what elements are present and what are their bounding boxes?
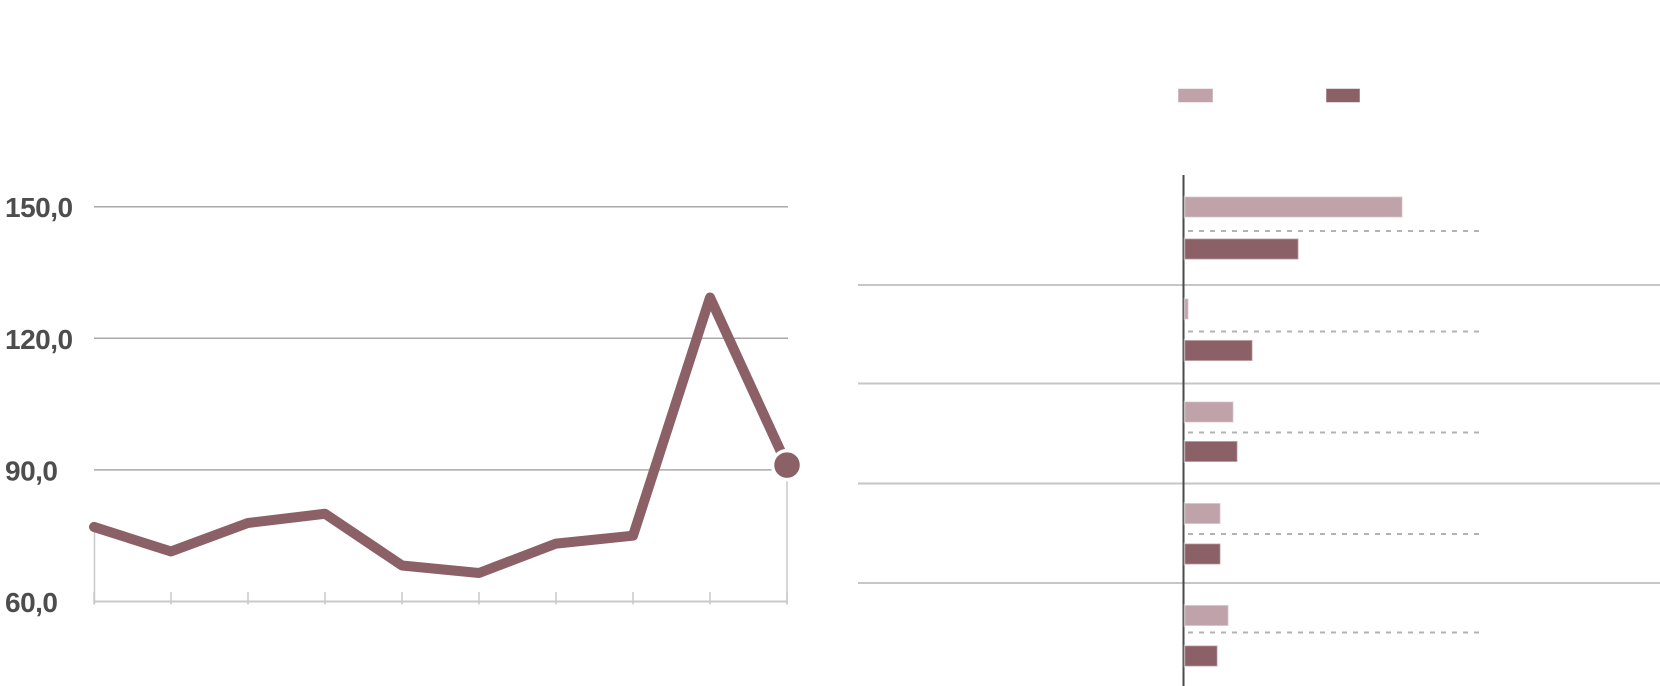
bar-light-1 xyxy=(1183,195,1404,219)
bar-dark-3 xyxy=(1183,440,1239,463)
bar-light-2 xyxy=(1183,297,1190,321)
line-chart: 150,0 120,0 90,0 60,0 xyxy=(5,192,804,618)
grouped-bar-chart xyxy=(858,88,1660,686)
bar-dark-4 xyxy=(1183,542,1222,566)
y-tick-label-150: 150,0 xyxy=(5,192,73,223)
bar-light-3 xyxy=(1183,400,1235,424)
line-series xyxy=(89,292,792,578)
end-point-marker xyxy=(770,448,804,482)
bar-light-5 xyxy=(1183,604,1230,627)
y-tick-label-120: 120,0 xyxy=(5,324,73,355)
bar-light-4 xyxy=(1183,502,1222,525)
legend-swatch-light xyxy=(1177,88,1214,103)
y-tick-label-60: 60,0 xyxy=(5,587,58,618)
y-tick-label-90: 90,0 xyxy=(5,455,58,486)
legend-swatch-dark xyxy=(1325,88,1361,103)
bar-legend xyxy=(1177,88,1361,103)
bar-dark-2 xyxy=(1183,339,1254,362)
bar-dark-1 xyxy=(1183,237,1300,261)
bar-dark-5 xyxy=(1183,644,1219,668)
